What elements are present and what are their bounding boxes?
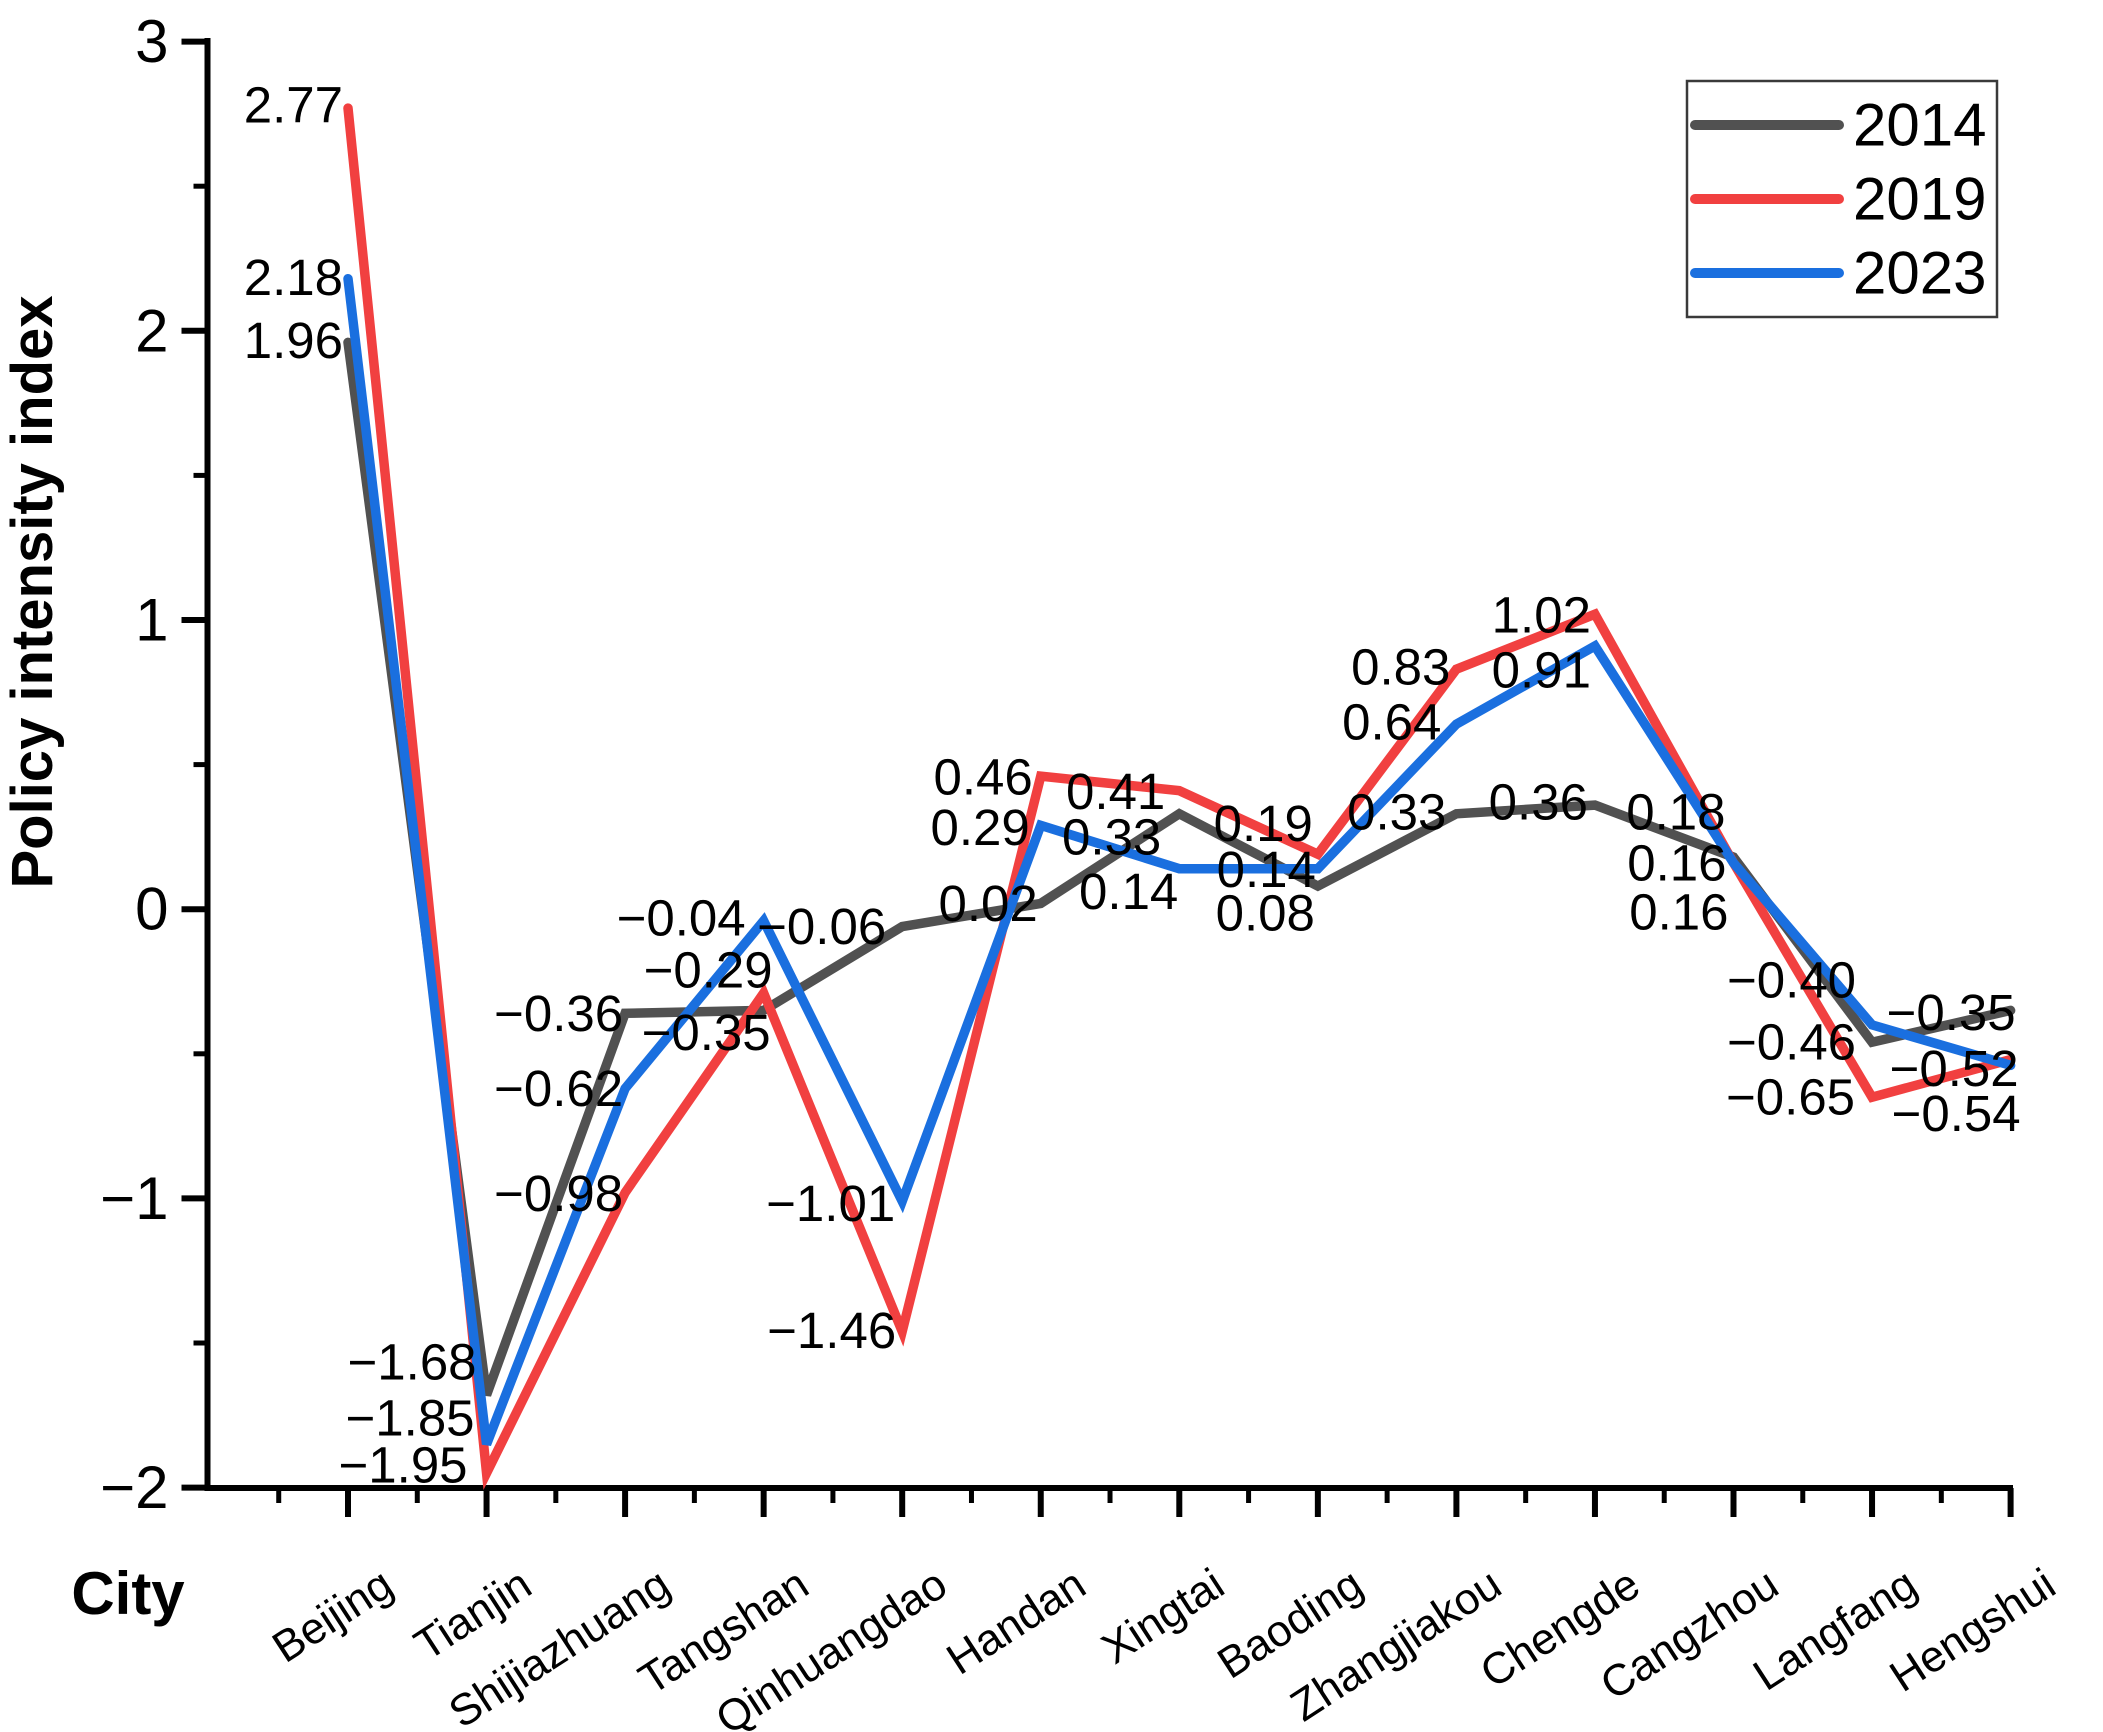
data-label-2014: −0.35 xyxy=(642,1004,771,1061)
data-label-2014: −0.36 xyxy=(494,985,623,1042)
legend-label: 2019 xyxy=(1853,166,1986,233)
data-label-2014: −0.35 xyxy=(1887,984,2016,1041)
data-label-2023: 0.14 xyxy=(1079,863,1178,920)
data-label-2014: 1.96 xyxy=(244,312,343,369)
data-label-2023: −0.40 xyxy=(1727,951,1856,1008)
x-axis-title: City xyxy=(71,1560,185,1627)
legend-label: 2023 xyxy=(1853,240,1986,307)
data-label-2019: −0.52 xyxy=(1890,1040,2019,1097)
x-tick-label: Xingtai xyxy=(1093,1559,1233,1673)
data-label-2023: 0.64 xyxy=(1342,694,1441,751)
data-label-2019: 0.16 xyxy=(1627,834,1726,891)
data-label-2014: −1.68 xyxy=(348,1334,477,1391)
y-tick-label: 3 xyxy=(135,8,168,75)
data-label-2014: 0.08 xyxy=(1216,885,1315,942)
data-label-2023: 0.29 xyxy=(930,799,1029,856)
y-tick-label: 0 xyxy=(135,876,168,943)
y-tick-label: 2 xyxy=(135,297,168,364)
data-label-2019: 0.83 xyxy=(1351,639,1450,696)
data-label-2014: 0.33 xyxy=(1062,808,1161,865)
data-label-2023: 0.14 xyxy=(1217,841,1316,898)
data-label-2019: −0.65 xyxy=(1726,1069,1855,1126)
legend-label: 2014 xyxy=(1853,92,1986,159)
data-label-2014: 0.18 xyxy=(1626,784,1725,841)
data-label-2023: −0.54 xyxy=(1892,1085,2021,1142)
data-label-2014: −0.06 xyxy=(757,898,886,955)
data-label-2014: 0.36 xyxy=(1489,774,1588,831)
data-label-2014: −0.46 xyxy=(1727,1014,1856,1071)
data-labels: 1.96 −1.68 −0.36 −0.35 −0.06 0.02 0.33 0.08 0.33… xyxy=(244,77,2021,1494)
data-label-2019: 2.77 xyxy=(244,77,343,134)
y-axis-title: Policy intensity index xyxy=(0,295,65,888)
series-lines xyxy=(343,103,2016,1491)
data-label-2014: 0.33 xyxy=(1347,783,1446,840)
data-label-2019: −0.29 xyxy=(644,942,773,999)
legend-item-2019: 2019 xyxy=(1690,166,1986,233)
data-label-2019: −1.46 xyxy=(767,1302,896,1359)
data-label-2023: 2.18 xyxy=(244,249,343,306)
data-label-2019: 1.02 xyxy=(1492,587,1591,644)
data-label-2023: 0.16 xyxy=(1629,883,1728,940)
data-label-2019: −1.95 xyxy=(339,1437,468,1494)
data-label-2023: −0.62 xyxy=(494,1060,623,1117)
data-label-2019: 0.46 xyxy=(933,749,1032,806)
data-label-2019: −0.98 xyxy=(494,1165,623,1222)
data-label-2014: 0.02 xyxy=(938,875,1037,932)
data-label-2023: −1.85 xyxy=(346,1390,475,1447)
y-tick-label: 1 xyxy=(135,587,168,654)
data-label-2019: 0.19 xyxy=(1214,795,1313,852)
y-tick-label: −1 xyxy=(100,1165,168,1232)
legend-item-2014: 2014 xyxy=(1690,92,1986,159)
series-line-2023 xyxy=(343,273,2016,1446)
data-label-2019: 0.41 xyxy=(1066,763,1165,820)
x-tick-label: Beijing xyxy=(264,1559,401,1672)
legend: 2014 2019 2023 xyxy=(1685,79,1999,319)
x-tick-label: Handan xyxy=(938,1559,1094,1684)
legend-item-2023: 2023 xyxy=(1690,240,1986,307)
data-label-2023: −0.04 xyxy=(617,889,746,946)
data-label-2023: −1.01 xyxy=(766,1175,895,1232)
data-label-2023: 0.91 xyxy=(1492,642,1591,699)
y-tick-label: −2 xyxy=(100,1454,168,1521)
